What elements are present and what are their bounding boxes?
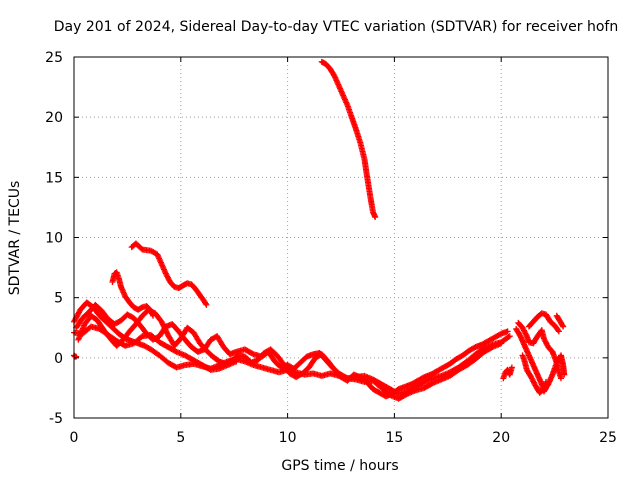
y-tick-label: 5	[54, 291, 63, 307]
data-point-marker	[506, 333, 513, 340]
series-track-high	[318, 58, 379, 221]
y-axis-label: SDTVAR / TECUs	[7, 181, 23, 296]
data-point-marker	[505, 334, 512, 341]
x-tick-label: 20	[492, 430, 510, 446]
y-tick-label: 10	[45, 231, 63, 247]
y-tick-label: 25	[45, 50, 63, 66]
data-point-marker	[559, 322, 566, 329]
x-axis-label: GPS time / hours	[281, 458, 398, 474]
data-point-marker	[555, 328, 562, 335]
data-point-marker	[233, 358, 240, 365]
series-track-start	[71, 352, 80, 360]
data-point-marker	[150, 312, 157, 319]
y-tick-label: 15	[45, 170, 63, 186]
x-tick-label: 0	[70, 430, 79, 446]
x-tick-label: 25	[599, 430, 617, 446]
chart-title: Day 201 of 2024, Sidereal Day-to-day VTE…	[54, 19, 618, 35]
data-point-marker	[508, 364, 515, 371]
series-track-late-4	[553, 312, 567, 330]
series-track-late-6	[519, 352, 550, 396]
data-point-marker	[555, 327, 562, 334]
data-point-marker	[203, 301, 210, 308]
series-tracks-b	[73, 301, 505, 402]
series-tracks-a	[71, 299, 513, 397]
y-tick-label: 20	[45, 110, 63, 126]
data-point-marker	[202, 300, 209, 307]
data-point-marker	[558, 375, 565, 382]
x-tick-label: 10	[279, 430, 297, 446]
y-tick-label: 0	[54, 351, 63, 367]
series-track-early	[109, 269, 157, 319]
series-tracks-d	[71, 323, 240, 373]
data-layer	[71, 58, 568, 402]
axis-ticks: 0 5 10 15 20 25 -5 0 5 10 15 20 25	[45, 50, 617, 446]
x-tick-label: 15	[385, 430, 403, 446]
data-point-marker	[498, 340, 505, 347]
x-tick-label: 5	[176, 430, 185, 446]
series-tracks-c	[75, 306, 511, 400]
data-point-marker	[543, 378, 550, 385]
series-track-late-3	[525, 310, 562, 335]
series-track-late-5	[500, 364, 515, 382]
series-track-high-am	[128, 240, 210, 308]
data-point-marker	[560, 323, 567, 330]
y-tick-label: -5	[49, 411, 63, 427]
data-point-marker	[372, 214, 379, 221]
data-point-marker	[504, 328, 511, 335]
series-track-late-2	[515, 319, 565, 382]
